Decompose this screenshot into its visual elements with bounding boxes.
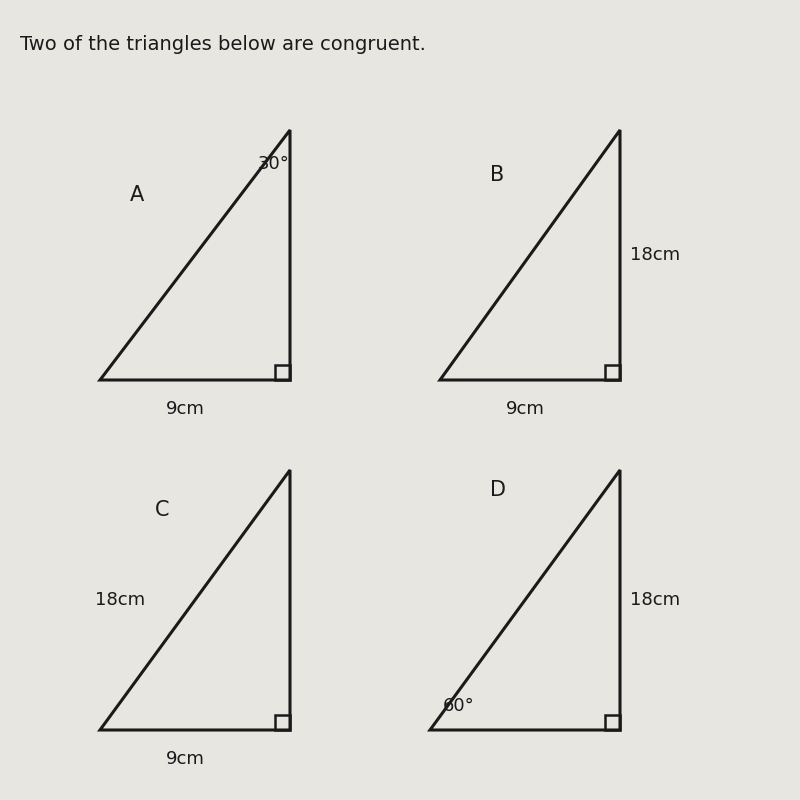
Text: 9cm: 9cm bbox=[166, 750, 205, 768]
Text: D: D bbox=[490, 480, 506, 500]
Text: C: C bbox=[155, 500, 170, 520]
Text: 18cm: 18cm bbox=[630, 246, 680, 264]
Text: 9cm: 9cm bbox=[166, 400, 205, 418]
Text: 18cm: 18cm bbox=[95, 591, 145, 609]
Text: 18cm: 18cm bbox=[630, 591, 680, 609]
Text: A: A bbox=[130, 185, 144, 205]
Text: B: B bbox=[490, 165, 504, 185]
Text: 9cm: 9cm bbox=[506, 400, 545, 418]
Text: Two of the triangles below are congruent.: Two of the triangles below are congruent… bbox=[20, 35, 426, 54]
Text: 30°: 30° bbox=[258, 155, 290, 173]
Text: 60°: 60° bbox=[443, 697, 474, 715]
